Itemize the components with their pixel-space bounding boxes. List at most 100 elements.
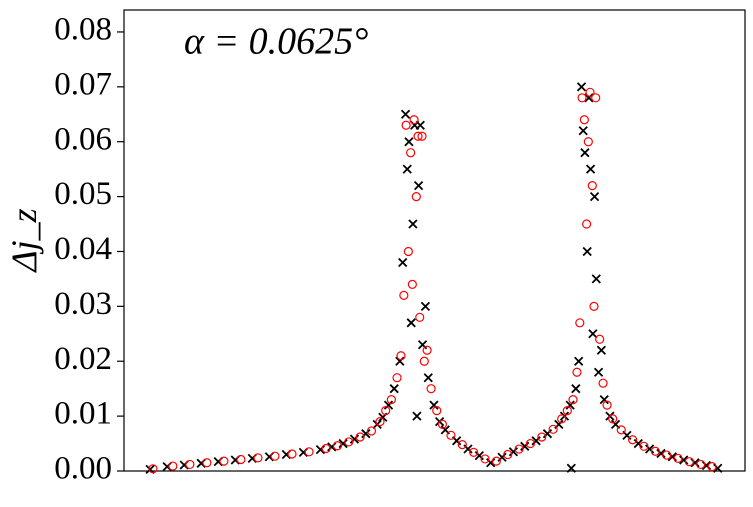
point	[684, 457, 694, 467]
point	[423, 373, 433, 383]
point	[407, 279, 417, 290]
point	[463, 444, 473, 454]
point	[375, 417, 385, 427]
point	[148, 464, 158, 474]
point	[413, 131, 423, 141]
point	[437, 419, 448, 429]
point	[565, 400, 575, 410]
point	[355, 432, 365, 442]
point	[608, 414, 618, 424]
point	[656, 448, 666, 459]
point	[321, 443, 331, 454]
point	[572, 367, 582, 377]
point	[650, 446, 660, 456]
point	[548, 424, 558, 434]
point	[420, 301, 431, 311]
point	[644, 444, 655, 454]
y-tick-label: 0.00	[54, 451, 112, 487]
marks	[145, 82, 723, 474]
point	[491, 456, 501, 466]
point	[392, 373, 402, 383]
point	[520, 441, 530, 451]
point	[580, 148, 590, 158]
point	[584, 93, 594, 103]
point	[628, 435, 638, 445]
point	[591, 93, 601, 103]
point	[571, 384, 581, 394]
point	[595, 334, 605, 344]
point	[270, 451, 280, 461]
point	[525, 438, 536, 449]
point	[598, 378, 608, 388]
point	[585, 164, 596, 174]
point	[400, 109, 411, 119]
point	[168, 461, 178, 471]
point	[537, 432, 547, 442]
point	[599, 395, 609, 405]
point	[395, 356, 405, 366]
point	[514, 444, 524, 454]
point	[576, 82, 587, 92]
point	[202, 458, 212, 468]
point	[474, 450, 484, 461]
point	[406, 148, 416, 158]
point	[583, 137, 593, 147]
point	[386, 395, 396, 405]
point	[429, 400, 439, 410]
point	[577, 93, 587, 103]
point	[587, 181, 597, 191]
point	[349, 434, 360, 444]
point	[542, 429, 553, 439]
point	[332, 441, 343, 451]
point	[578, 126, 588, 136]
point	[508, 447, 519, 457]
point	[497, 452, 507, 462]
point	[582, 219, 592, 229]
point	[589, 191, 600, 202]
point	[253, 453, 263, 463]
point	[557, 414, 567, 424]
point	[616, 425, 626, 435]
point	[673, 453, 683, 463]
point	[696, 459, 706, 470]
point	[690, 458, 700, 468]
point	[219, 456, 229, 466]
point	[366, 426, 377, 436]
point	[287, 449, 297, 459]
point	[602, 400, 612, 410]
point	[574, 356, 584, 366]
point	[145, 464, 155, 474]
y-tick-label: 0.04	[54, 231, 112, 267]
annotation: α = 0.0625°	[184, 21, 368, 63]
point	[412, 411, 422, 421]
point	[344, 437, 354, 447]
point	[361, 429, 371, 439]
plot-frame	[123, 9, 746, 472]
point	[401, 120, 411, 130]
y-tick-label: 0.05	[54, 176, 112, 212]
point	[402, 164, 412, 174]
point	[409, 115, 419, 125]
point	[426, 384, 436, 394]
point	[633, 438, 643, 449]
point	[585, 87, 595, 97]
point	[596, 345, 607, 355]
point	[417, 131, 427, 141]
point	[413, 180, 424, 191]
point	[403, 246, 413, 257]
point	[327, 442, 337, 452]
point	[486, 458, 496, 468]
point	[713, 463, 723, 473]
point	[398, 257, 408, 268]
point	[408, 219, 418, 229]
point	[389, 384, 399, 394]
point	[503, 449, 513, 460]
point	[396, 351, 406, 361]
point	[593, 367, 604, 377]
point	[531, 436, 541, 446]
y-tick-label: 0.01	[54, 396, 112, 432]
point	[639, 441, 649, 451]
point	[399, 290, 409, 300]
point	[415, 312, 425, 322]
